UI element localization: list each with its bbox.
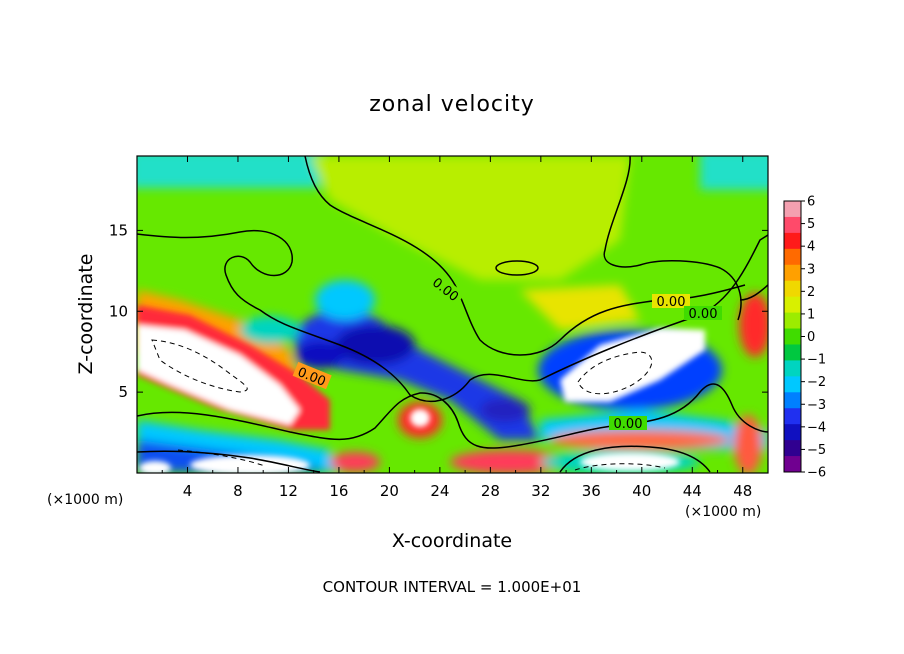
x-axis-label: X-coordinate [392,530,512,552]
x-tick-label: 40 [632,482,651,500]
colorbar-swatch [784,344,801,361]
x-tick-label: 12 [279,482,298,500]
colorbar-swatch [784,264,801,282]
chart-title: zonal velocity [369,92,535,117]
colorbar-tick-label: 2 [807,285,815,300]
x-axis: 4 8 12 16 20 24 28 32 36 40 44 48 [161,156,752,500]
x-tick-label: 32 [531,482,550,500]
colorbar-swatch [784,392,801,409]
colorbar-swatch [784,424,801,441]
y-tick-label: 10 [109,302,128,320]
colorbar-swatch [784,376,801,393]
plot-frame [136,155,769,474]
colorbar-swatch [784,216,801,234]
x-tick-label: 48 [733,482,752,500]
colorbar-swatch [784,360,801,377]
plot-area: 0.00 0.00 0.00 0.00 0.00 [137,156,768,473]
colorbar-swatch [784,201,801,218]
contour-label: 0.00 [689,307,718,322]
colorbar-swatch [784,456,801,473]
x-tick-label: 28 [481,482,500,500]
contour-interval-footer: CONTOUR INTERVAL = 1.000E+01 [323,578,582,596]
contour-label: 0.00 [657,295,686,310]
x-tick-label: 44 [683,482,702,500]
colorbar-tick-label: 3 [807,262,815,277]
colorbar: 6 5 4 3 2 1 0 −1 −2 −3 −4 −5 −6 [783,195,826,481]
colorbar-swatch [784,232,801,250]
colorbar-tick-label: −2 [807,375,826,390]
colorbar-tick-label: −5 [807,443,826,458]
contour-label-group: 0.00 0.00 0.00 0.00 0.00 [292,271,722,432]
colorbar-tick-label: 4 [807,240,815,255]
x-tick-label: 20 [380,482,399,500]
x-tick-label: 24 [430,482,449,500]
x-axis-unit-left: (×1000 m) [47,492,123,508]
colorbar-tick-label: 6 [807,195,815,210]
x-tick-label: 8 [233,482,243,500]
colorbar-swatch [784,440,801,457]
colorbar-swatch [784,248,801,266]
y-tick-label: 5 [118,383,128,401]
colorbar-swatch [784,328,801,345]
colorbar-tick-label: 1 [807,307,815,322]
colorbar-tick-label: 0 [807,330,815,345]
negative-contours [151,339,666,471]
colorbar-swatch [784,280,801,298]
field-extreme-regions [137,305,705,473]
x-tick-label: 16 [329,482,348,500]
colorbar-swatch [784,312,801,330]
y-axis-label: Z-coordinate [75,254,97,375]
colorbar-tick-label: −1 [807,353,826,368]
colorbar-tick-label: 5 [807,217,815,232]
colorbar-tick-label: −4 [807,420,826,435]
colorbar-swatch [784,296,801,314]
colorbar-tick-label: −3 [807,398,826,413]
y-tick-label: 15 [109,221,128,239]
x-tick-label: 4 [183,482,193,500]
colorbar-tick-label: −6 [807,466,826,481]
x-tick-label: 36 [582,482,601,500]
x-axis-unit-right: (×1000 m) [685,504,761,520]
contour-label: 0.00 [614,417,643,432]
colorbar-swatch [784,408,801,425]
y-axis: 5 10 15 [109,221,768,401]
